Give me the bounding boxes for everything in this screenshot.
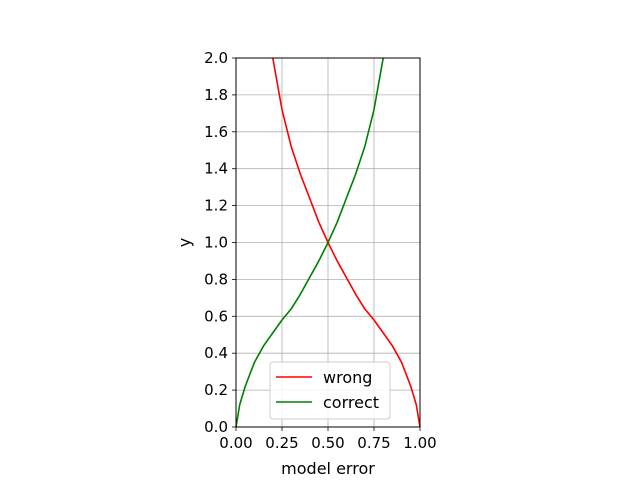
plot-lines xyxy=(235,57,421,428)
x-tick-label: 0.25 xyxy=(265,434,298,452)
y-tick-label: 1.0 xyxy=(204,234,228,252)
y-tick-label: 2.0 xyxy=(204,49,228,67)
x-tick-label: 0.00 xyxy=(219,434,252,452)
series-line-wrong xyxy=(272,57,421,428)
x-axis-label: model error xyxy=(281,459,375,478)
legend-label-correct: correct xyxy=(323,393,379,412)
y-tick-label: 1.4 xyxy=(204,160,228,178)
y-tick-label: 0.6 xyxy=(204,307,228,325)
y-tick-label: 0.8 xyxy=(204,270,228,288)
x-tick-label: 0.50 xyxy=(311,434,344,452)
y-tick-label: 1.2 xyxy=(204,197,228,215)
y-axis-label: y xyxy=(175,238,194,247)
y-tick-label: 0.2 xyxy=(204,381,228,399)
y-tick-label: 1.6 xyxy=(204,123,228,141)
x-tick-label: 0.75 xyxy=(357,434,390,452)
legend: wrong correct xyxy=(269,361,391,420)
y-tick-label: 1.8 xyxy=(204,86,228,104)
legend-label-wrong: wrong xyxy=(323,368,372,387)
series-line-correct xyxy=(235,57,384,428)
axis-ticks: 0.00 0.25 0.50 0.75 1.00 0.0 0.2 0.4 0.6 0.8 1.0 1.… xyxy=(204,49,437,452)
y-tick-label: 0.0 xyxy=(204,418,228,436)
y-tick-label: 0.4 xyxy=(204,344,228,362)
x-tick-label: 1.00 xyxy=(403,434,436,452)
